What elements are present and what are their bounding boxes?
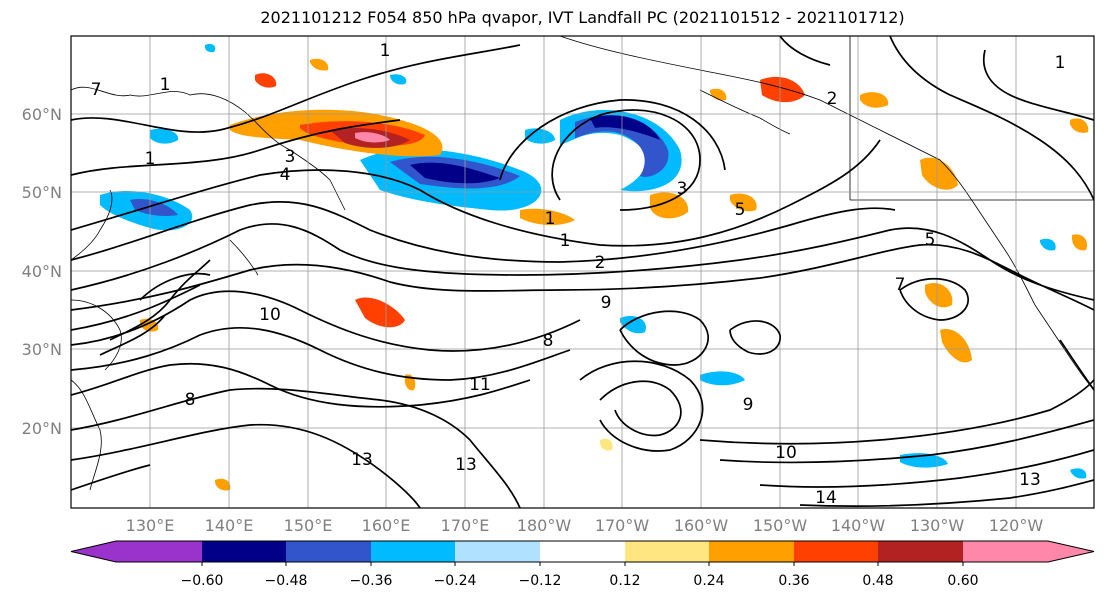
- lon-label: 160°E: [362, 516, 411, 535]
- contour-label: 13: [455, 455, 477, 475]
- contour-label: 13: [1019, 470, 1041, 490]
- latitude-labels: 60°N 50°N 40°N 30°N 20°N: [22, 105, 62, 438]
- contour-label: 2: [595, 253, 606, 273]
- lat-label: 20°N: [22, 419, 62, 438]
- contour-label: 10: [775, 443, 797, 463]
- lon-label: 150°E: [284, 516, 333, 535]
- shaded-field-negative: [100, 43, 1087, 479]
- contour-label: 9: [601, 293, 612, 313]
- lon-label: 130°W: [910, 516, 965, 535]
- lat-label: 30°N: [22, 340, 62, 359]
- contour-label-group: 1 1 1 1 1 2 2 3 3 4 5 5 1 7 8 8 9 9 10 1…: [91, 41, 1066, 508]
- map-frame: [70, 35, 1095, 509]
- lat-label: 50°N: [22, 183, 62, 202]
- contour-label: 2: [827, 89, 838, 109]
- contour-label: 4: [280, 165, 291, 185]
- contour-label: 10: [259, 305, 281, 325]
- contour-label: 7: [91, 80, 102, 100]
- lon-label: 130°E: [126, 516, 175, 535]
- contour-label: 9: [743, 395, 754, 415]
- contour-label: 1: [380, 41, 391, 61]
- lon-label: 150°W: [753, 516, 808, 535]
- contour-label: 1: [545, 209, 556, 229]
- contour-label: 8: [185, 390, 196, 410]
- contour-lines: [71, 36, 1094, 508]
- contour-label: 5: [735, 200, 746, 220]
- contour-label: 7: [895, 275, 906, 295]
- lat-label: 60°N: [22, 105, 62, 124]
- contour-label: 5: [925, 230, 936, 250]
- lon-label: 180°W: [517, 516, 572, 535]
- contour-label: 1: [1055, 53, 1066, 73]
- lat-label: 40°N: [22, 262, 62, 281]
- contour-label: 1: [145, 149, 156, 169]
- contour-label: 3: [285, 147, 296, 167]
- contour-label: 1: [160, 75, 171, 95]
- contour-label: 13: [351, 450, 373, 470]
- lon-label: 170°E: [441, 516, 490, 535]
- contour-label: 3: [677, 179, 688, 199]
- coastlines: [71, 36, 1094, 491]
- contour-label: 11: [469, 375, 491, 395]
- lon-label: 140°W: [831, 516, 886, 535]
- contour-label: 14: [815, 488, 837, 508]
- lon-label: 160°W: [674, 516, 729, 535]
- graticule: [71, 36, 1094, 508]
- contour-label: 1: [560, 231, 571, 251]
- lon-label: 140°E: [205, 516, 254, 535]
- longitude-labels: 130°E 140°E 150°E 160°E 170°E 180°W 170°…: [126, 516, 1044, 535]
- figure-title: 2021101212 F054 850 hPa qvapor, IVT Land…: [260, 8, 905, 27]
- contour-label: 8: [543, 331, 554, 351]
- lon-label: 170°W: [595, 516, 650, 535]
- lon-label: 120°W: [989, 516, 1044, 535]
